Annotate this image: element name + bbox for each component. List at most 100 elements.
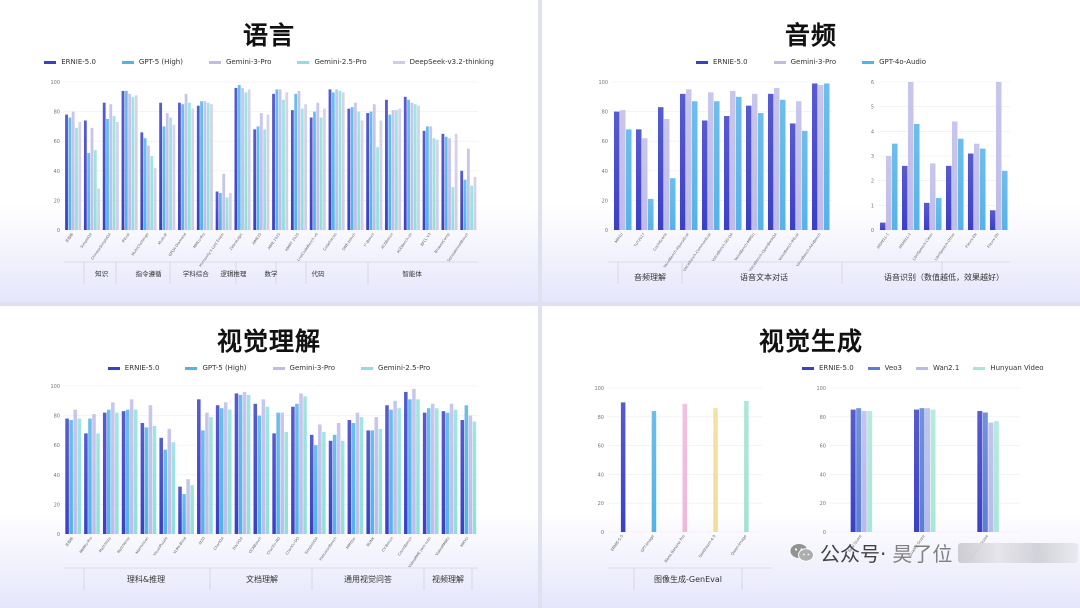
group-label: 指令遵循 <box>136 269 163 278</box>
y-tick-label: 0 <box>605 228 608 234</box>
bar <box>87 153 91 230</box>
bar <box>393 400 397 534</box>
bar <box>366 430 370 534</box>
bar <box>350 107 354 230</box>
y-tick-label: 0 <box>57 228 60 234</box>
bar <box>980 148 986 230</box>
y-tick-label: 100 <box>816 386 826 392</box>
legend-item: Gemini-3-Pro <box>208 58 272 66</box>
bar <box>789 123 796 230</box>
legend-swatch <box>862 60 875 64</box>
bar <box>266 114 270 230</box>
bar <box>90 127 94 230</box>
x-tick-label: BFCL V3 <box>420 232 432 247</box>
bar <box>237 84 241 231</box>
bar <box>454 133 458 230</box>
bar <box>218 193 222 230</box>
y-tick-label: 20 <box>820 501 826 507</box>
bar <box>385 99 388 230</box>
bar <box>397 408 401 534</box>
x-tick-label: SimpleVQA <box>304 536 319 555</box>
bar <box>291 406 295 534</box>
bar <box>228 409 232 534</box>
bar <box>470 185 474 230</box>
bar <box>338 90 342 230</box>
bar <box>201 430 205 534</box>
bar <box>861 411 867 532</box>
bar <box>332 434 337 534</box>
bar <box>359 417 364 534</box>
group-label: 音频理解 <box>634 272 666 282</box>
x-tick-label: GPT-Image <box>639 533 655 553</box>
bar <box>441 133 445 230</box>
bar <box>309 434 314 534</box>
bar <box>445 412 450 534</box>
bar <box>391 110 395 230</box>
legend-swatch <box>185 366 198 370</box>
y-tick-label: 60 <box>54 139 60 145</box>
bar <box>331 92 335 230</box>
bar <box>272 93 275 230</box>
x-tick-label: HMMT 2025 <box>285 232 301 252</box>
bar <box>404 391 408 534</box>
legend-label: Gemini-3-Pro <box>225 58 272 66</box>
x-tick-label: VoiceBench-SD-QA <box>711 232 734 262</box>
bar <box>635 129 642 230</box>
bar <box>1002 170 1008 230</box>
bar <box>124 90 128 230</box>
bar <box>129 399 134 534</box>
bar <box>951 121 958 230</box>
bar <box>150 156 154 230</box>
bar <box>473 176 477 230</box>
bar <box>867 411 873 532</box>
y-tick-label: 60 <box>598 444 604 450</box>
bar <box>318 424 322 534</box>
vision-bar-chart: 0 20 40 60 80 100 多指标 MMMU-Pro MathVista MathVers… <box>50 384 478 590</box>
bar <box>294 93 298 230</box>
legend-swatch <box>121 60 134 64</box>
bar <box>850 409 856 532</box>
y-tick-label: 0 <box>823 530 826 536</box>
legend-swatch <box>361 366 374 370</box>
bar <box>692 101 698 231</box>
bar <box>234 87 238 230</box>
bar <box>197 399 201 534</box>
bar <box>701 120 708 230</box>
panel-title: 音频 <box>784 21 837 50</box>
bar <box>335 89 339 231</box>
bar <box>453 409 458 534</box>
chart-legend: ERNIE-5.0 Veo3 Wan2.1 Hunyuan Video <box>802 364 1044 372</box>
bar <box>795 101 802 231</box>
panel-title: 语言 <box>242 21 295 50</box>
bar <box>323 108 326 230</box>
bar <box>347 108 351 230</box>
x-tick-label: ChineseSimpleQA <box>90 232 112 261</box>
x-tick-label: MMStar <box>345 536 356 550</box>
bar <box>370 430 374 534</box>
bar <box>128 93 132 230</box>
y-tick-label: 2 <box>871 179 874 185</box>
bar <box>244 92 248 230</box>
bar <box>357 111 361 230</box>
bar <box>92 414 96 534</box>
bar <box>241 87 244 230</box>
bar <box>300 108 304 230</box>
y-tick-label: 60 <box>54 443 60 449</box>
bar <box>222 173 226 230</box>
bar <box>88 418 92 534</box>
bar <box>993 421 999 532</box>
x-tick-label: VoiceBench-IFEval <box>778 232 800 261</box>
x-tick-label: LibriSpeech-Clean <box>912 232 934 261</box>
bar <box>102 412 107 534</box>
legend-item: Veo3 <box>867 364 902 372</box>
bar <box>96 433 100 534</box>
bar <box>259 113 263 230</box>
language-panel: 语言 ERNIE-5.0 GPT-5 (High) Gemini-3-Pro G… <box>0 0 538 302</box>
x-tick-label: AI2D <box>198 536 206 546</box>
legend-label: GPT-4o-Audio <box>879 58 927 66</box>
legend-swatch <box>208 60 221 64</box>
x-tick-label: AISHELL-1 <box>876 232 890 249</box>
y-tick-label: 6 <box>871 80 874 86</box>
x-tick-label: Seedream-4.0 <box>697 533 717 558</box>
bar <box>206 102 210 230</box>
